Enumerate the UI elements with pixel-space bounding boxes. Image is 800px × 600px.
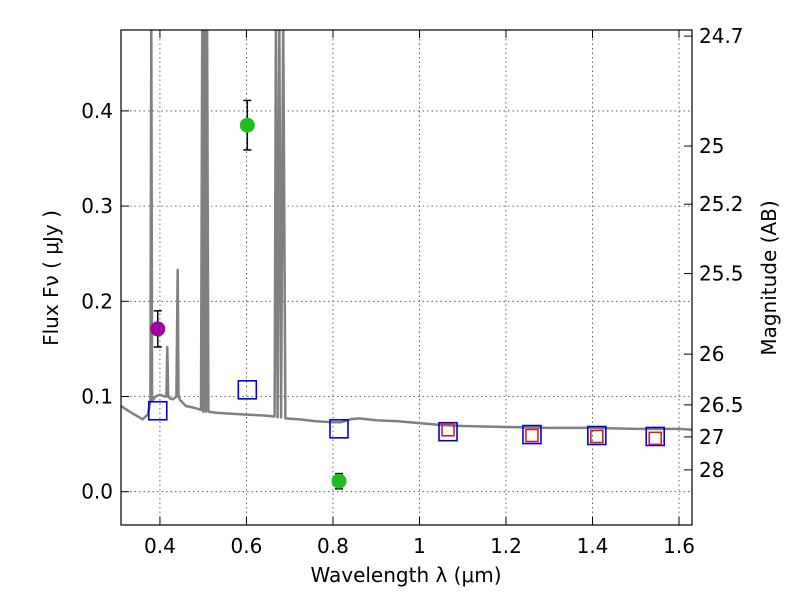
magnitude-tick-label: 24.7 [699, 24, 744, 48]
model-square-marker [645, 426, 666, 447]
model-square-marker [590, 429, 604, 444]
x-tick-label: 0.6 [231, 534, 263, 558]
y-axis-ticks: 0.0 0.1 0.2 0.3 0.4 [81, 99, 129, 504]
x-tick-label: 0.4 [144, 534, 176, 558]
model-square-marker [522, 424, 542, 445]
magnitude-tick-label: 25.2 [699, 192, 744, 216]
data-points [147, 99, 666, 490]
y-tick-label: 0.4 [81, 99, 113, 123]
y-tick-label: 0.2 [81, 289, 113, 313]
magnitude-tick-label: 25.5 [699, 262, 744, 286]
y-tick-label: 0.1 [81, 384, 113, 408]
model-square-marker [648, 431, 663, 446]
model-square-marker [438, 421, 458, 442]
photometry-point [239, 117, 255, 133]
model-square-marker [237, 380, 258, 400]
magnitude-tick-label: 25 [699, 134, 724, 158]
plot-frame [120, 29, 693, 526]
photometry-point [331, 473, 347, 489]
x-tick-label: 1.2 [490, 534, 522, 558]
x-tick-label: 1.4 [577, 534, 609, 558]
photometry-point [150, 321, 166, 337]
grid [121, 30, 692, 525]
model-spectrum [121, 30, 692, 432]
y-axis-label: Flux Fν ( μJy ) [39, 210, 63, 346]
x-axis-label: Wavelength λ (μm) [310, 563, 501, 587]
model-square-marker [147, 400, 168, 421]
magnitude-axis-ticks: 24.7 25 25.2 25.5 26 26.5 27 28 [684, 24, 744, 482]
x-tick-label: 1 [413, 534, 426, 558]
magnitude-tick-label: 27 [699, 425, 724, 449]
magnitude-tick-label: 28 [699, 458, 724, 482]
x-tick-label: 1.6 [663, 534, 695, 558]
x-axis-ticks: 0.4 0.6 0.8 1 1.2 1.4 1.6 [144, 30, 695, 558]
y-tick-label: 0.0 [81, 480, 113, 504]
magnitude-axis-label: Magnitude (AB) [757, 200, 781, 355]
model-square-marker [525, 428, 539, 443]
x-tick-label: 0.8 [317, 534, 349, 558]
y-tick-label: 0.3 [81, 194, 113, 218]
model-spectrum-line [121, 30, 692, 432]
model-square-marker [329, 419, 349, 439]
magnitude-tick-label: 26.5 [699, 393, 744, 417]
model-square-marker [441, 423, 455, 437]
model-square-marker [587, 425, 607, 446]
magnitude-tick-label: 26 [699, 342, 724, 366]
